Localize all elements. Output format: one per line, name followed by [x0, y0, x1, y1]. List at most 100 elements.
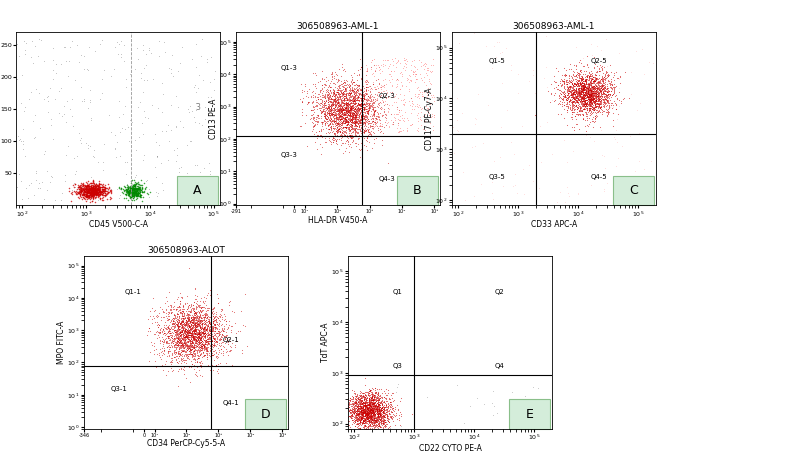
Point — [576, 72, 589, 80]
Point — [213, 317, 226, 324]
Point — [192, 315, 205, 323]
Point — [408, 68, 421, 75]
Point — [330, 418, 343, 425]
Point — [371, 126, 384, 134]
Point — [352, 407, 365, 414]
Point — [318, 110, 331, 117]
Point — [362, 400, 375, 408]
Point — [186, 354, 199, 361]
Point — [366, 86, 378, 93]
Point — [595, 92, 608, 100]
Point — [323, 93, 336, 100]
Point — [183, 345, 196, 353]
Point — [560, 95, 573, 102]
Point — [580, 75, 593, 82]
Point — [190, 328, 203, 336]
Point — [356, 404, 369, 412]
Point — [377, 409, 390, 417]
Point — [570, 88, 583, 95]
Point — [238, 290, 251, 298]
Text: Q4-1: Q4-1 — [222, 400, 239, 406]
Point — [397, 56, 410, 64]
Point — [318, 100, 330, 107]
Point — [360, 402, 373, 410]
Point — [354, 96, 367, 104]
Point — [361, 114, 374, 121]
Point — [575, 76, 588, 83]
Point — [82, 188, 94, 195]
Point — [187, 345, 200, 352]
Point — [371, 401, 384, 408]
Point — [97, 187, 110, 195]
Point — [350, 101, 363, 108]
Point — [591, 98, 604, 105]
Point — [565, 78, 578, 86]
Point — [186, 315, 199, 322]
Point — [332, 126, 345, 133]
Point — [91, 193, 104, 200]
Point — [374, 401, 386, 408]
Point — [572, 110, 585, 117]
Point — [326, 102, 338, 109]
Point — [590, 89, 602, 97]
Point — [356, 400, 369, 408]
Point — [188, 328, 201, 336]
Point — [188, 321, 201, 328]
Point — [358, 114, 370, 122]
Point — [562, 89, 574, 97]
Point — [586, 90, 599, 97]
Point — [374, 399, 386, 406]
Point — [367, 420, 380, 427]
Point — [348, 409, 361, 417]
Point — [325, 92, 338, 100]
Point — [173, 328, 186, 336]
Point — [370, 420, 382, 427]
Point — [198, 340, 210, 348]
Point — [577, 86, 590, 93]
Point — [568, 96, 581, 103]
Point — [576, 87, 589, 94]
Point — [586, 84, 599, 92]
Point — [129, 189, 142, 197]
Point — [193, 327, 206, 335]
Point — [377, 413, 390, 420]
Point — [555, 96, 568, 103]
Point — [598, 103, 610, 110]
Point — [329, 97, 342, 105]
Point — [190, 322, 203, 330]
Point — [322, 125, 335, 133]
Point — [182, 325, 194, 332]
Point — [127, 184, 140, 192]
Point — [341, 80, 354, 88]
Point — [583, 108, 596, 115]
Point — [157, 308, 170, 316]
Point — [347, 405, 360, 413]
Point — [333, 109, 346, 117]
Point — [337, 139, 350, 147]
Point — [157, 308, 170, 315]
Point — [178, 328, 190, 335]
Point — [91, 181, 104, 189]
Point — [347, 113, 360, 120]
Point — [374, 409, 386, 417]
Point — [374, 426, 387, 434]
Point — [182, 313, 194, 320]
Point — [132, 184, 145, 192]
Point — [380, 408, 393, 416]
Point — [351, 401, 364, 408]
Point — [590, 108, 603, 116]
Point — [182, 337, 195, 344]
Point — [153, 309, 166, 316]
Point — [209, 336, 222, 343]
Point — [586, 94, 598, 101]
Point — [87, 186, 100, 194]
Point — [338, 123, 351, 130]
Point — [366, 402, 379, 410]
Point — [369, 86, 382, 93]
Point — [339, 99, 352, 106]
Point — [569, 79, 582, 87]
Point — [183, 362, 196, 369]
Point — [384, 403, 397, 411]
Point — [368, 410, 381, 417]
Point — [346, 396, 358, 403]
